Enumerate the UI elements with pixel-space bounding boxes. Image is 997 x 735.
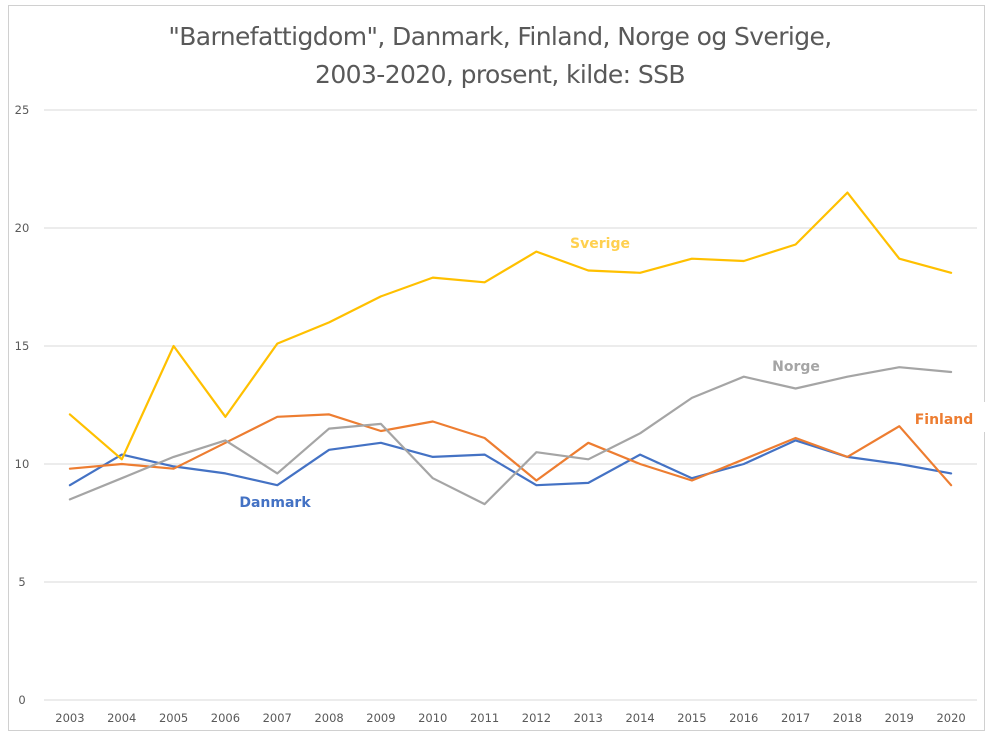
x-tick-label: 2007 xyxy=(263,711,292,725)
x-tick-label: 2012 xyxy=(522,711,551,725)
series-label-finland: Finland xyxy=(915,412,974,428)
chart-title-line-1: "Barnefattigdom", Danmark, Finland, Norg… xyxy=(168,22,831,51)
y-tick-label: 0 xyxy=(18,693,25,707)
y-tick-label: 15 xyxy=(15,339,30,353)
series-label-norge: Norge xyxy=(772,359,820,375)
series-line-finland xyxy=(68,413,953,487)
x-tick-label: 2020 xyxy=(936,711,965,725)
y-tick-label: 10 xyxy=(15,457,30,471)
series-line-danmark xyxy=(68,439,953,487)
x-tick-label: 2006 xyxy=(211,711,240,725)
x-tick-label: 2017 xyxy=(781,711,810,725)
gridlines xyxy=(44,109,977,701)
y-axis: 0 5 10 15 20 25 xyxy=(15,103,30,707)
x-tick-label: 2013 xyxy=(574,711,603,725)
y-tick-label: 5 xyxy=(18,575,25,589)
x-tick-label: 2003 xyxy=(55,711,84,725)
chart-title: "Barnefattigdom", Danmark, Finland, Norg… xyxy=(168,22,832,89)
x-tick-label: 2016 xyxy=(729,711,758,725)
x-tick-label: 2011 xyxy=(470,711,499,725)
x-tick-label: 2014 xyxy=(625,711,654,725)
series-label-sverige: Sverige xyxy=(570,236,630,252)
x-tick-label: 2010 xyxy=(418,711,447,725)
label-mask xyxy=(978,402,990,432)
x-axis: 2003 2004 2005 2006 2007 2008 2009 2010 2011 2012… xyxy=(55,711,965,725)
x-tick-label: 2008 xyxy=(314,711,343,725)
chart-area xyxy=(8,5,985,731)
series-label-danmark: Danmark xyxy=(239,495,311,511)
series-labels: Danmark Finland Norge Sverige xyxy=(239,236,973,511)
series-line-sverige xyxy=(68,191,953,461)
y-tick-label: 25 xyxy=(15,103,30,117)
x-tick-label: 2019 xyxy=(885,711,914,725)
x-tick-label: 2018 xyxy=(833,711,862,725)
series-line-norge xyxy=(68,366,953,506)
x-tick-label: 2005 xyxy=(159,711,188,725)
series-lines xyxy=(68,191,953,506)
y-tick-label: 20 xyxy=(15,221,30,235)
x-tick-label: 2015 xyxy=(677,711,706,725)
x-tick-label: 2009 xyxy=(366,711,395,725)
x-tick-label: 2004 xyxy=(107,711,136,725)
chart-title-line-2: 2003-2020, prosent, kilde: SSB xyxy=(315,60,685,89)
